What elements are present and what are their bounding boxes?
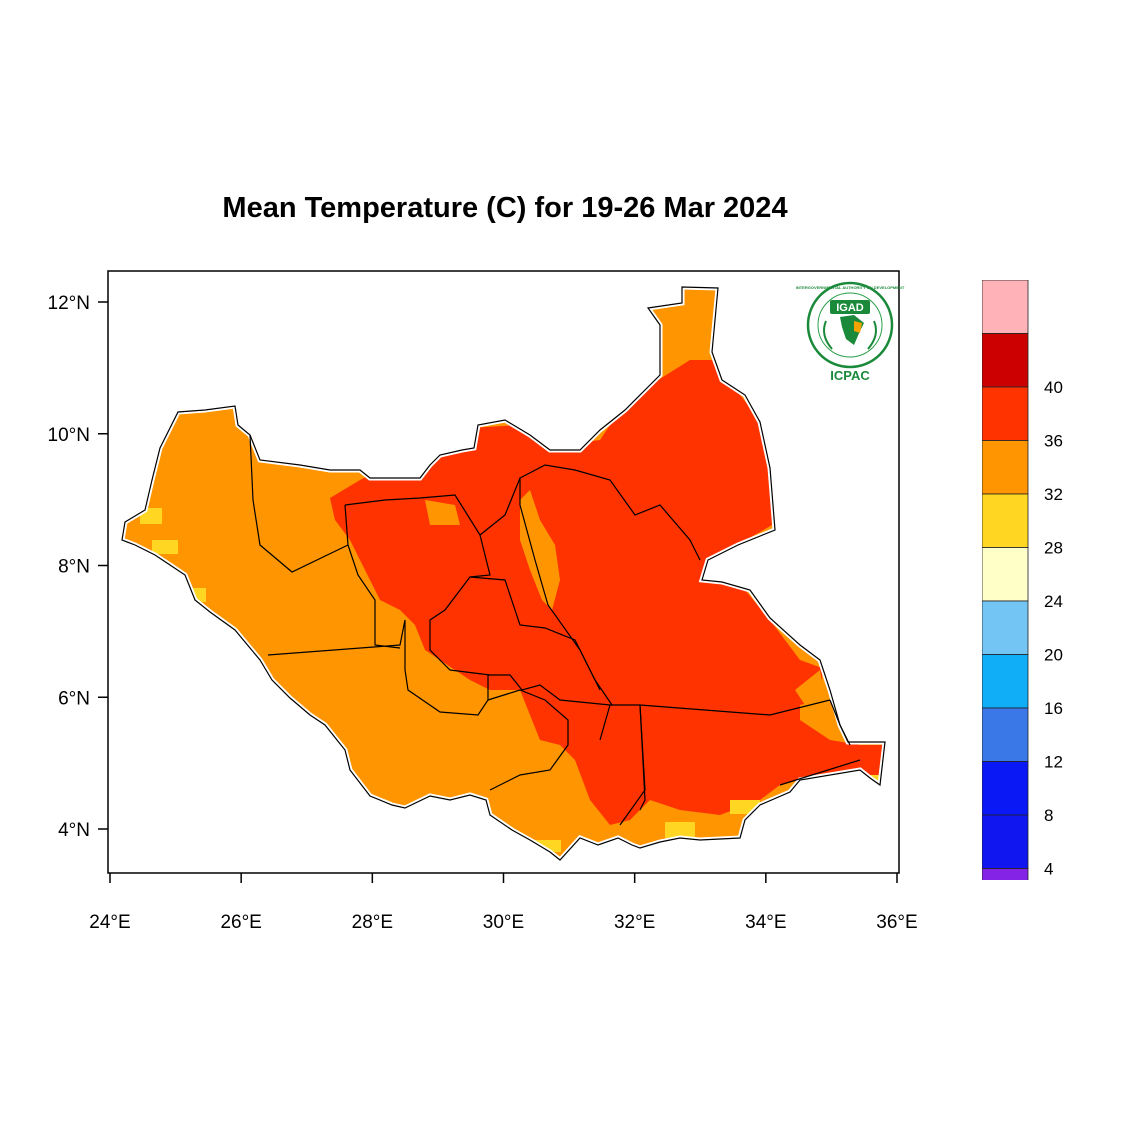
colorbar-box: [982, 654, 1029, 709]
lon-tick-label: 28°E: [352, 912, 393, 933]
colorbar-box: [982, 761, 1029, 816]
lon-tick-label: 32°E: [614, 912, 655, 933]
colorbar-label: 40: [1044, 378, 1063, 397]
field-32-36: [330, 360, 885, 825]
lat-tick-label: 6°N: [58, 688, 90, 709]
colorbar-box: [982, 333, 1029, 388]
lat-tick-label: 8°N: [58, 557, 90, 578]
logo-icpac-text: ICPAC: [830, 368, 870, 383]
colorbar-label: 28: [1044, 539, 1063, 558]
lat-tick-label: 4°N: [58, 820, 90, 841]
colorbar-box: [982, 386, 1029, 441]
icpac-logo: INTERGOVERNMENTAL AUTHORITY ON DEVELOPME…: [796, 281, 905, 369]
colorbar-label: 20: [1044, 646, 1063, 665]
logo-ring-text: INTERGOVERNMENTAL AUTHORITY ON DEVELOPME…: [796, 285, 905, 290]
colorbar-box: [982, 440, 1029, 495]
colorbar-label: 36: [1044, 432, 1063, 451]
country-border: [121, 286, 886, 861]
colorbar-box: [982, 814, 1029, 869]
lat-axis: 4°N 6°N 8°N 10°N 12°N: [48, 293, 108, 841]
colorbar-box: [982, 868, 1029, 880]
lon-tick-label: 26°E: [220, 912, 261, 933]
lat-tick-label: 12°N: [48, 293, 90, 314]
colorbar: 4 8 12 16 20 24 28 32 36 40: [982, 280, 1063, 880]
lon-tick-label: 36°E: [876, 912, 917, 933]
logo-igad-text: IGAD: [836, 302, 864, 314]
colorbar-label: 32: [1044, 485, 1063, 504]
field-28-32-south-east: [795, 670, 825, 705]
lat-tick-label: 10°N: [48, 425, 90, 446]
lon-tick-label: 24°E: [89, 912, 130, 933]
field-28-32-west-patch: [425, 500, 460, 525]
colorbar-box: [982, 493, 1029, 548]
lon-axis: 24°E 26°E 28°E 30°E 32°E 34°E 36°E: [89, 873, 918, 933]
field-28-32-corridor: [520, 490, 560, 610]
lon-tick-label: 30°E: [483, 912, 524, 933]
colorbar-label: 12: [1044, 753, 1063, 772]
colorbar-box: [982, 280, 1029, 334]
map-title: Mean Temperature (C) for 19-26 Mar 2024: [222, 192, 788, 224]
lon-tick-label: 34°E: [745, 912, 786, 933]
colorbar-label: 16: [1044, 699, 1063, 718]
state-boundaries: [249, 434, 861, 826]
colorbar-box: [982, 600, 1029, 655]
colorbar-box: [982, 707, 1029, 762]
colorbar-label: 4: [1044, 860, 1053, 879]
colorbar-box: [982, 547, 1029, 602]
colorbar-label: 8: [1044, 806, 1053, 825]
colorbar-label: 24: [1044, 592, 1063, 611]
